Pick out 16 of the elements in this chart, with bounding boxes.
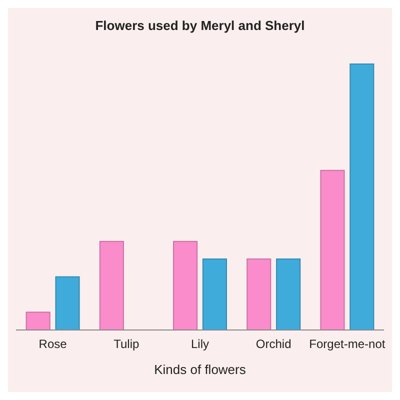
bar: [202, 258, 227, 330]
bar: [99, 240, 124, 330]
bar: [55, 276, 80, 330]
bar: [320, 170, 345, 330]
x-axis-title: Kinds of flowers: [154, 362, 246, 377]
x-tick-label: Rose: [38, 337, 68, 351]
bar: [350, 64, 374, 330]
x-tick-label: Tulip: [114, 337, 140, 351]
bar: [173, 240, 198, 330]
bar: [276, 258, 301, 330]
bar: [26, 312, 50, 330]
bar: [246, 258, 272, 330]
x-tick-label: Orchid: [256, 337, 292, 351]
chart-title: Flowers used by Meryl and Sheryl: [95, 18, 305, 33]
x-tick-label: Lily: [190, 337, 210, 351]
x-tick-label: Forget-me-not: [309, 337, 386, 351]
